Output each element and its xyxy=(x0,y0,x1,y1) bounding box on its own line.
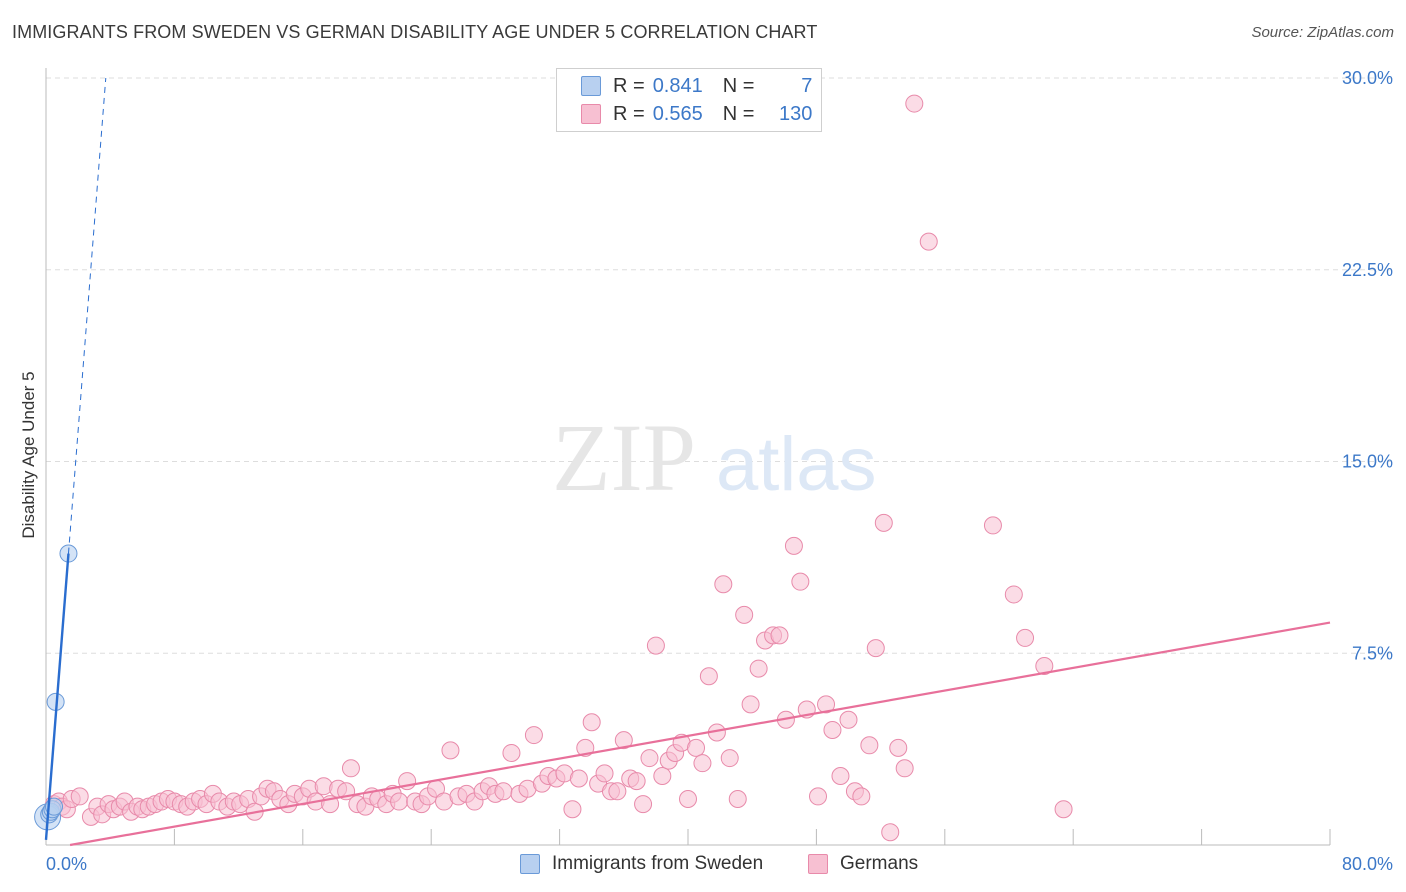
legend-n-label: N = xyxy=(722,74,755,97)
german-point xyxy=(823,720,842,739)
german-point xyxy=(595,764,614,783)
german-point xyxy=(1016,628,1035,647)
german-point xyxy=(653,766,672,785)
legend-n-label: N = xyxy=(722,102,755,125)
german-point xyxy=(1004,585,1023,604)
german-point xyxy=(390,792,409,811)
german-point xyxy=(563,800,582,819)
bottom-legend-swatch-germans xyxy=(808,854,828,874)
german-point xyxy=(866,639,885,658)
german-point xyxy=(646,636,665,655)
german-point xyxy=(494,782,513,801)
german-point xyxy=(699,667,718,686)
y-tick-labels: 7.5% 15.0% 22.5% 30.0% xyxy=(1342,68,1393,663)
legend-swatch-sweden xyxy=(581,76,601,96)
y-tick-label: 7.5% xyxy=(1352,643,1393,663)
trend-lines xyxy=(44,77,1331,847)
german-point xyxy=(634,795,653,814)
legend-n-value: 130 xyxy=(779,102,813,125)
german-point xyxy=(582,713,601,732)
legend-r-value: 0.841 xyxy=(652,74,703,97)
x-tick-left: 0.0% xyxy=(46,854,87,874)
german-point xyxy=(881,823,900,842)
german-point xyxy=(874,513,893,532)
german-point xyxy=(614,731,633,750)
german-trend-line xyxy=(69,621,1331,847)
german-point xyxy=(341,759,360,778)
legend-n-value: 7 xyxy=(801,74,813,97)
legend-r-label: R = xyxy=(613,74,645,97)
german-point xyxy=(679,789,697,808)
german-point xyxy=(627,772,646,791)
german-point xyxy=(791,572,810,591)
german-point xyxy=(502,743,521,762)
bottom-legend-sweden: Immigrants from Sweden xyxy=(520,851,763,877)
chart-title: IMMIGRANTS FROM SWEDEN VS GERMAN DISABIL… xyxy=(12,22,818,42)
german-point xyxy=(693,754,712,773)
german-point xyxy=(839,710,858,729)
sweden-trend-extension xyxy=(67,77,107,554)
legend-row-germans: R = 0.565 N = 130 xyxy=(581,101,812,127)
y-tick-label: 22.5% xyxy=(1342,260,1393,280)
german-point xyxy=(70,787,89,806)
german-point xyxy=(895,759,914,778)
german-point xyxy=(983,516,1002,535)
german-point xyxy=(687,738,706,757)
watermark-atlas: atlas xyxy=(716,422,877,507)
german-point xyxy=(784,536,803,555)
german-point xyxy=(1035,657,1054,676)
german-point xyxy=(524,726,543,745)
german-point xyxy=(720,749,739,768)
german-point xyxy=(809,787,828,806)
watermark-zip: ZIP xyxy=(552,404,696,511)
german-point xyxy=(728,789,747,808)
german-point xyxy=(741,695,760,714)
sweden-trend-line xyxy=(44,553,70,840)
german-point xyxy=(735,605,754,624)
x-tick-right: 80.0% xyxy=(1342,854,1393,874)
correlation-legend: R = 0.841 N = 7 R = 0.565 N = 130 xyxy=(556,68,822,132)
source-label: Source: ZipAtlas.com xyxy=(1251,24,1394,41)
bottom-legend-label-sweden: Immigrants from Sweden xyxy=(552,853,764,874)
german-point xyxy=(569,769,588,788)
german-point xyxy=(831,766,850,785)
grid-lines xyxy=(46,77,1392,654)
sweden-points xyxy=(34,544,78,831)
axes xyxy=(45,68,1331,846)
legend-r-label: R = xyxy=(613,102,645,125)
legend-r-value: 0.565 xyxy=(652,102,703,125)
german-point xyxy=(441,741,460,760)
y-tick-label: 15.0% xyxy=(1342,452,1393,472)
bottom-legend-label-germans: Germans xyxy=(840,853,919,874)
bottom-legend-germans: Germans xyxy=(808,851,918,877)
bottom-legend-swatch-sweden xyxy=(520,854,540,874)
y-tick-label: 30.0% xyxy=(1342,68,1393,88)
german-point xyxy=(1054,800,1073,819)
german-point xyxy=(860,736,879,755)
y-axis-title: Disability Age Under 5 xyxy=(19,371,38,538)
german-point xyxy=(576,738,595,757)
legend-row-sweden: R = 0.841 N = 7 xyxy=(581,73,812,99)
watermark: ZIP atlas xyxy=(552,404,877,511)
german-point xyxy=(770,626,789,645)
german-point xyxy=(640,749,659,768)
german-point xyxy=(608,782,627,801)
german-point xyxy=(714,575,733,594)
german-point xyxy=(852,787,871,806)
german-point xyxy=(919,232,938,251)
german-point xyxy=(749,659,768,678)
german-point xyxy=(905,94,924,113)
german-point xyxy=(817,695,836,714)
legend-swatch-germans xyxy=(581,104,601,124)
german-point xyxy=(889,738,908,757)
